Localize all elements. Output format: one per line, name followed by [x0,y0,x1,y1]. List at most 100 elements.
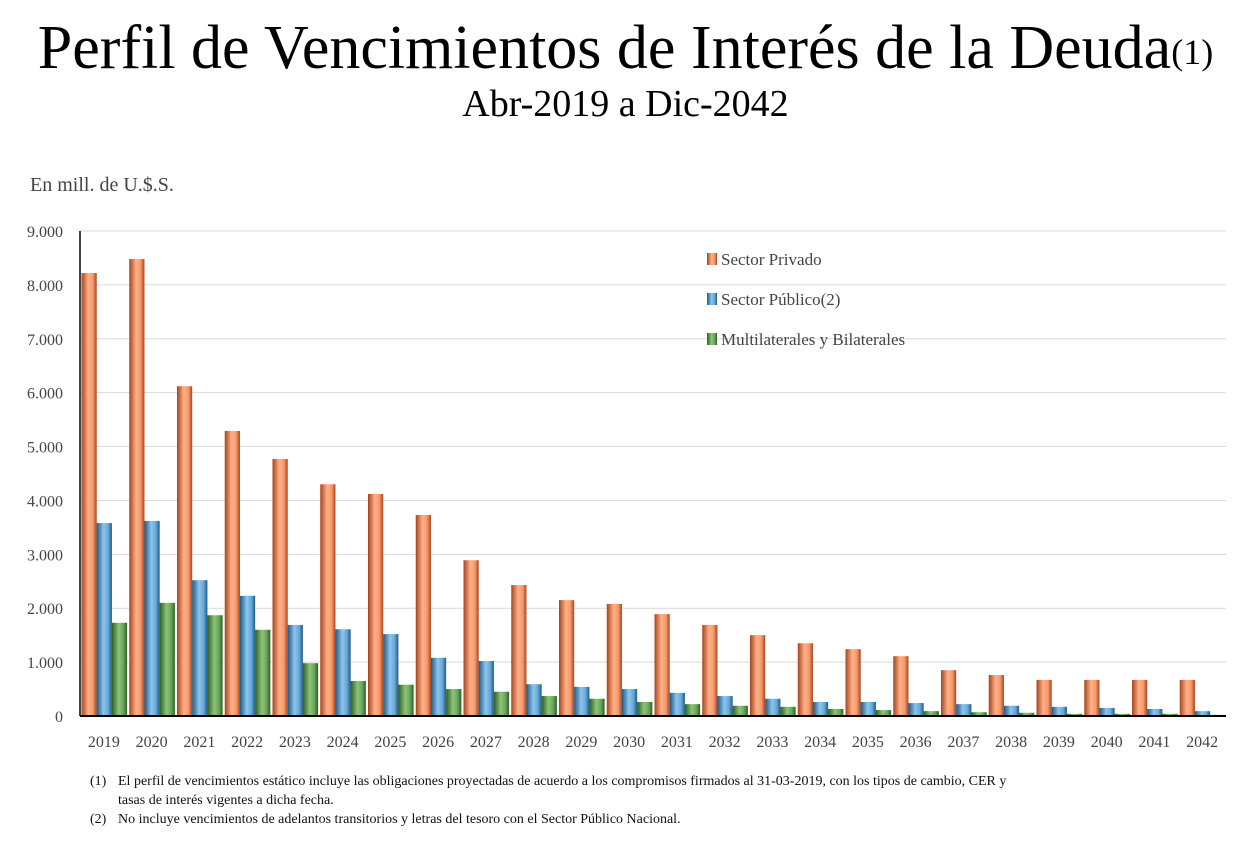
bar-sector-privado-2042 [1179,679,1195,716]
bar-sector-privado-2023 [272,458,288,716]
bar-sector-p-blico--2034 [812,701,829,716]
x-tick-label: 2020 [136,734,168,751]
bar-sector-p-blico--2022 [239,595,256,716]
bar-sector-p-blico--2027 [478,661,494,716]
bar-sector-privado-2025 [368,493,384,716]
x-tick-label: 2040 [1091,734,1123,751]
bar-sector-p-blico--2030 [621,689,638,716]
bar-multilaterales-y-bilaterales-2028 [541,696,557,716]
bar-multilaterales-y-bilaterales-2034 [828,708,844,716]
bar-multilaterales-y-bilaterales-2027 [493,691,510,716]
bar-multilaterales-y-bilaterales-2024 [350,680,366,716]
bar-sector-p-blico--2024 [335,629,351,716]
title-text: Perfil de Vencimientos de Interés de la … [37,14,1172,82]
x-tick-label: 2031 [661,734,693,751]
bar-sector-privado-2032 [702,624,718,716]
bar-multilaterales-y-bilaterales-2023 [302,663,319,716]
x-tick-label: 2022 [231,734,263,751]
bar-sector-p-blico--2039 [1051,706,1067,716]
bar-sector-p-blico--2025 [383,634,399,716]
bar-sector-privado-2029 [559,600,575,716]
bar-chart: 0 1.000 2.000 3.000 4.000 5.000 6.000 7.000 8.00… [27,224,1226,751]
bar-sector-p-blico--2041 [1147,708,1163,716]
y-tick-label: 5.000 [27,440,63,457]
legend-swatch [707,333,717,345]
bar-sector-privado-2033 [750,635,766,716]
bar-sector-p-blico--2037 [956,704,972,716]
y-tick-label: 0 [55,709,63,726]
x-tick-label: 2038 [995,734,1027,751]
bar-sector-privado-2019 [81,273,97,716]
bar-sector-p-blico--2019 [96,523,112,716]
bar-multilaterales-y-bilaterales-2019 [111,622,128,716]
unit-label: En mill. de U.$.S. [30,174,174,196]
footnote-number: (1) [90,774,107,789]
bar-multilaterales-y-bilaterales-2038 [1019,712,1035,716]
bar-sector-p-blico--2040 [1099,707,1115,716]
x-tick-label: 2028 [518,734,550,751]
bar-sector-privado-2038 [988,675,1004,716]
bar-sector-privado-2036 [893,656,909,716]
chart-subtitle: Abr-2019 a Dic-2042 [462,83,789,125]
title-footnote-ref: (1) [1171,32,1214,72]
bar-sector-p-blico--2033 [765,698,781,716]
x-tick-label: 2023 [279,734,311,751]
bar-sector-privado-2028 [511,585,527,716]
bar-sector-p-blico--2042 [1194,711,1211,716]
bar-sector-p-blico--2023 [287,624,303,716]
x-tick-label: 2029 [565,734,597,751]
y-tick-label: 8.000 [27,278,63,295]
bar-sector-p-blico--2031 [669,692,685,716]
bar-sector-p-blico--2035 [860,701,876,716]
y-tick-label: 7.000 [27,332,63,349]
bar-multilaterales-y-bilaterales-2037 [971,712,987,716]
footnote-text: No incluye vencimientos de adelantos tra… [118,812,681,827]
footnote-text-cont: tasas de interés vigentes a dicha fecha. [118,793,334,808]
footnote-text: El perfil de vencimientos estático inclu… [118,774,1007,789]
chart-title: Perfil de Vencimientos de Interés de la … [0,12,1251,84]
bar-sector-p-blico--2020 [144,520,160,716]
bar-multilaterales-y-bilaterales-2030 [637,701,653,716]
bar-multilaterales-y-bilaterales-2021 [207,615,223,716]
bar-sector-privado-2021 [177,386,193,716]
bar-sector-p-blico--2032 [717,696,733,716]
bar-sector-privado-2022 [224,430,240,716]
bar-sector-privado-2020 [129,259,145,716]
y-tick-label: 1.000 [27,655,63,672]
bar-multilaterales-y-bilaterales-2031 [684,704,701,716]
bar-multilaterales-y-bilaterales-2020 [159,602,175,716]
y-tick-label: 3.000 [27,547,63,564]
bar-multilaterales-y-bilaterales-2039 [1066,713,1083,716]
x-tick-label: 2036 [900,734,932,751]
x-tick-label: 2037 [947,734,979,751]
legend-swatch [707,253,717,265]
y-tick-label: 9.000 [27,224,63,241]
bar-sector-privado-2030 [606,603,622,716]
x-tick-label: 2021 [183,734,215,751]
legend-label: Sector Privado [721,250,822,269]
legend-swatch [707,293,717,305]
bar-multilaterales-y-bilaterales-2029 [589,698,605,716]
bar-sector-p-blico--2021 [192,580,208,716]
x-tick-label: 2039 [1043,734,1075,751]
x-tick-label: 2019 [88,734,120,751]
legend-label: Multilaterales y Bilaterales [721,330,905,349]
legend-label: Sector Público(2) [721,290,840,309]
bar-sector-privado-2034 [797,643,813,716]
bar-multilaterales-y-bilaterales-2041 [1162,713,1178,716]
bar-sector-privado-2040 [1084,679,1100,716]
x-tick-label: 2032 [709,734,741,751]
x-tick-label: 2024 [327,734,359,751]
bar-multilaterales-y-bilaterales-2033 [780,706,796,716]
footnote-number: (2) [90,812,107,827]
x-tick-label: 2025 [374,734,406,751]
bar-sector-privado-2035 [845,649,861,716]
y-tick-label: 6.000 [27,386,63,403]
bar-sector-p-blico--2028 [526,684,542,716]
bar-sector-privado-2039 [1036,679,1052,716]
x-tick-label: 2033 [756,734,788,751]
bar-sector-privado-2026 [415,514,431,716]
bar-multilaterales-y-bilaterales-2032 [732,705,748,716]
x-tick-label: 2035 [852,734,884,751]
bar-sector-privado-2027 [463,560,479,716]
